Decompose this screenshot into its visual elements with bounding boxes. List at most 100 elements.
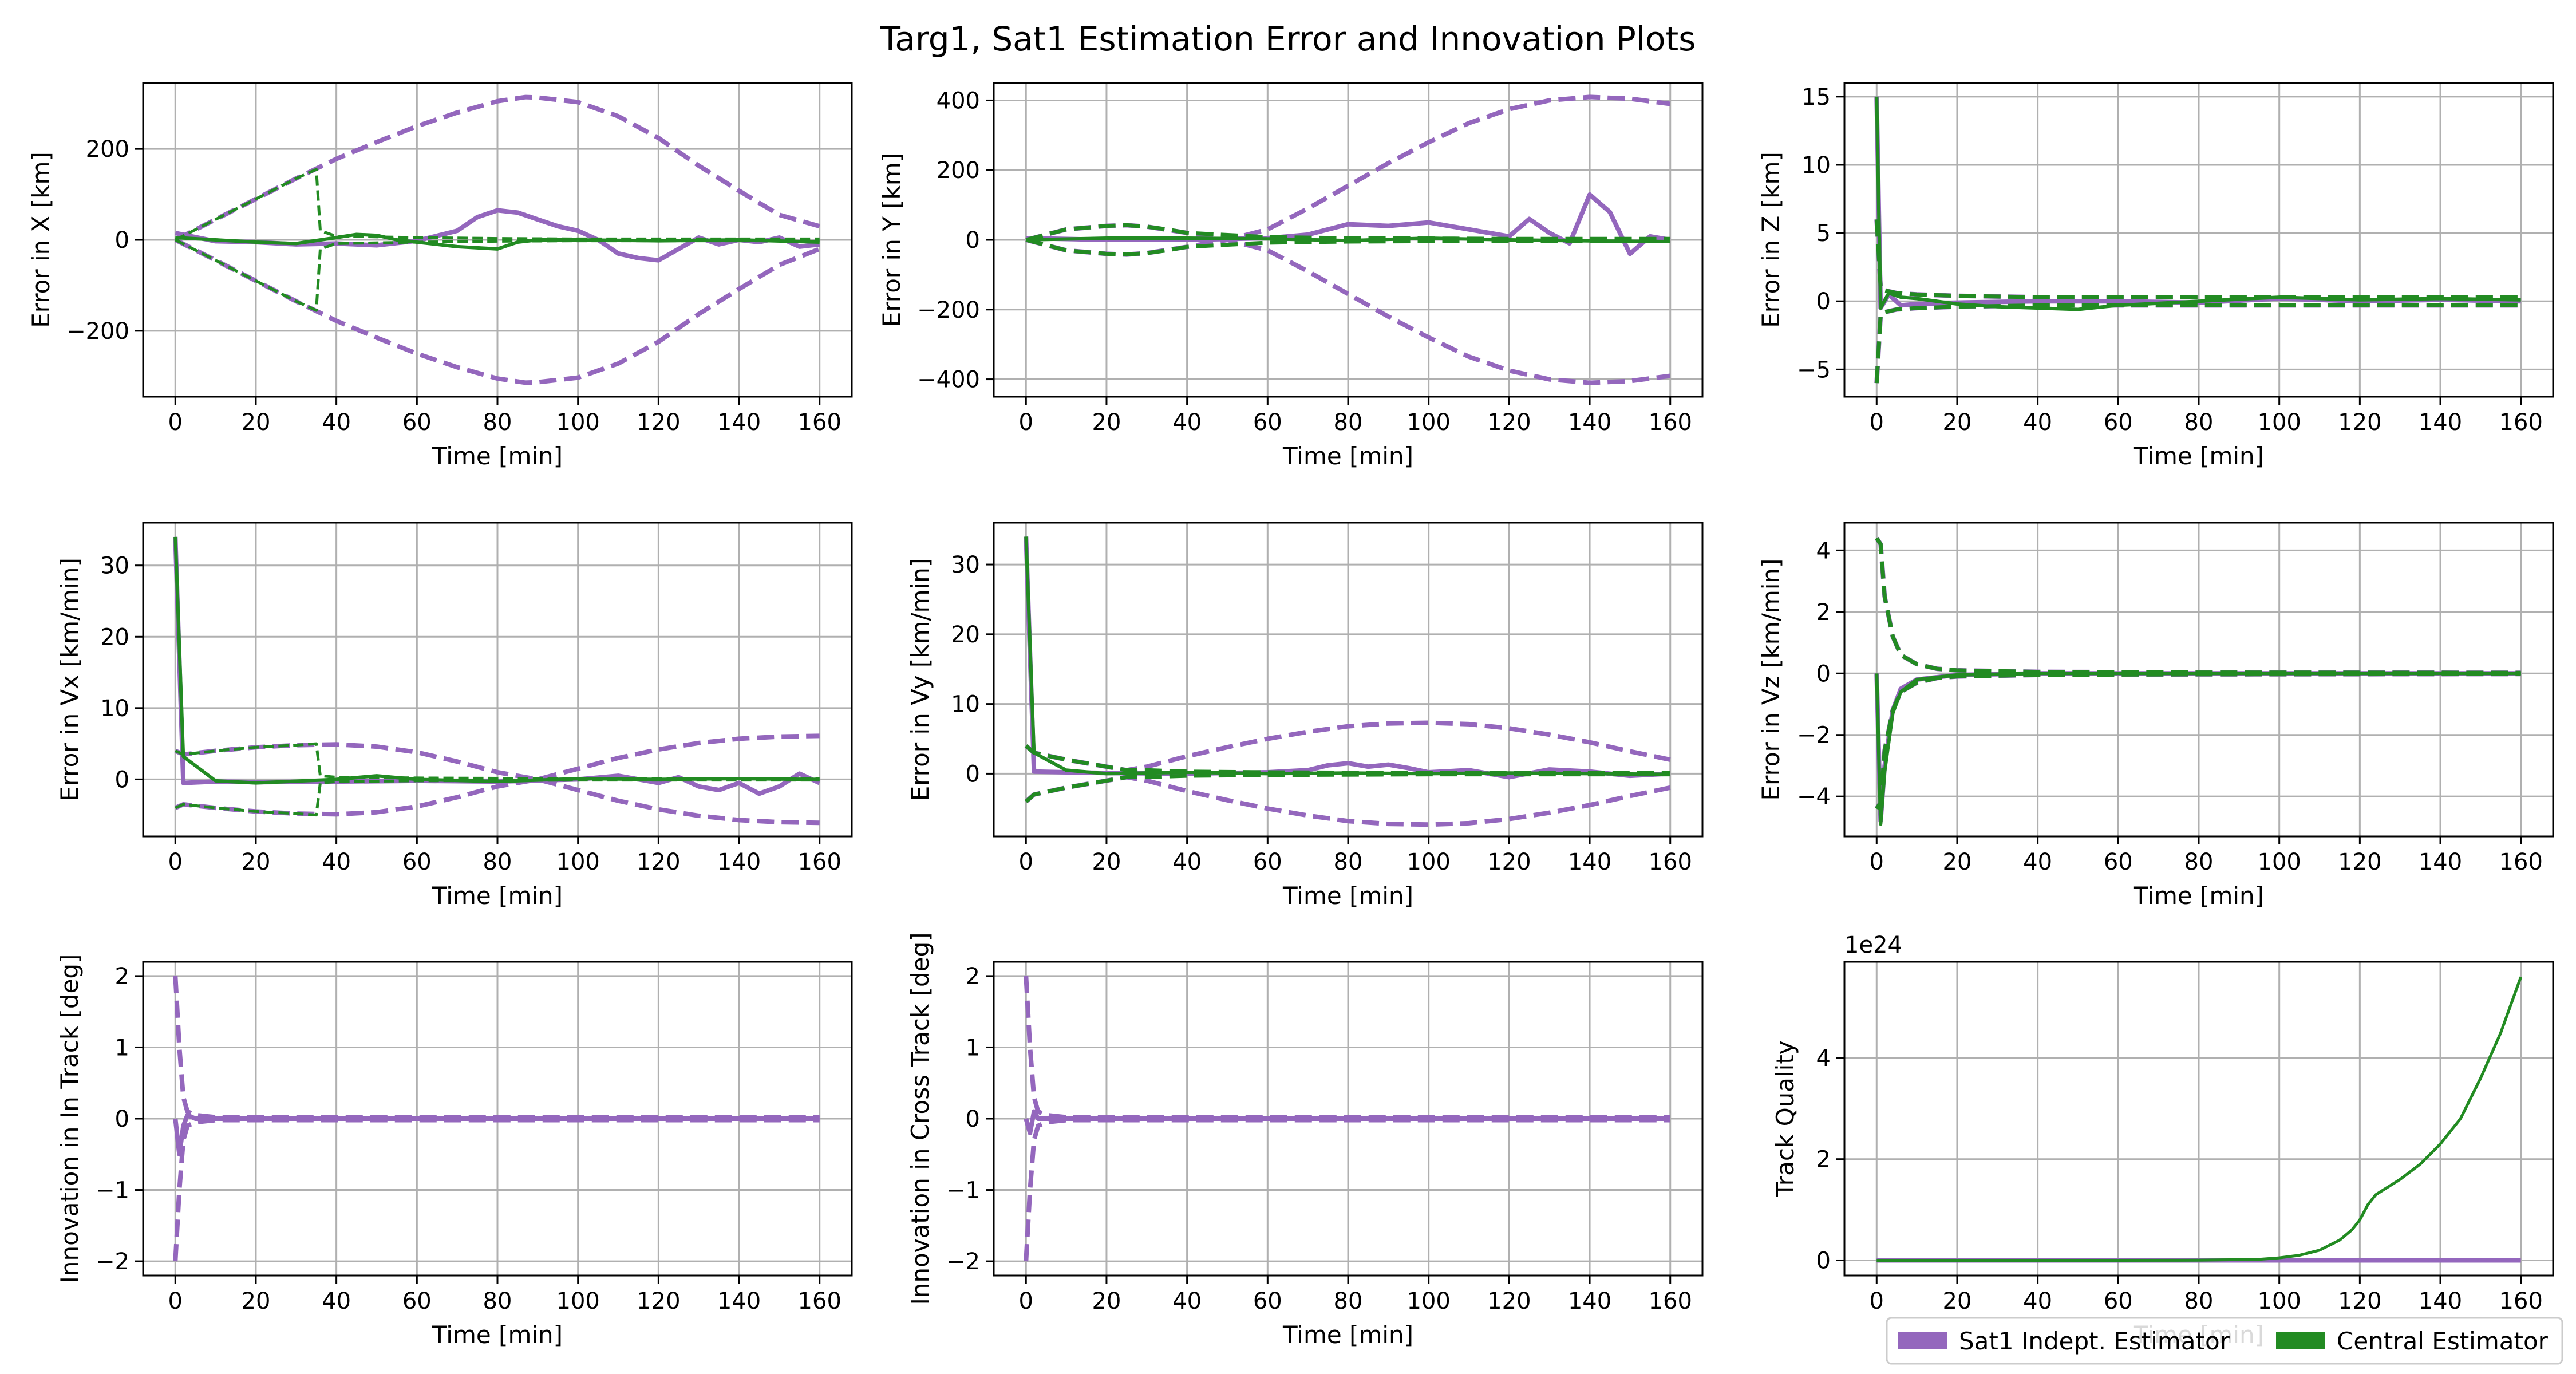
x-tick-label: 160 [2499,1288,2543,1314]
y-tick-label: 0 [966,1106,980,1132]
series-group [1876,976,2523,1263]
y-tick-label: 2 [1816,1147,1831,1173]
x-axis-label: Time [min] [1282,1321,1413,1349]
x-tick-label: 160 [2499,849,2543,875]
series-central-error [1875,96,2521,311]
y-tick-label: 200 [937,157,980,184]
series-central-bound-upper [1875,536,2521,675]
series-group [174,94,821,385]
x-tick-label: 140 [1568,849,1611,875]
subplot-x-error: 0 20 40 60 80 100 120 140 160 −200 0 200 Time [min] E… [27,82,853,470]
x-tick-label: 80 [483,409,512,436]
y-tick-label: 2 [966,964,980,990]
y-tick-label: −4 [1797,784,1831,810]
x-tick-label: 60 [402,849,432,875]
y-tick-label: −5 [1797,357,1831,383]
series-central-error [1026,236,1670,243]
x-tick-label: 20 [1092,1288,1121,1314]
x-tick-label: 60 [2104,849,2133,875]
x-tick-label: 0 [1870,1288,1884,1314]
x-tick-label: 160 [798,1288,841,1314]
y-tick-label: 2 [1816,599,1831,626]
x-axis-label: Time [min] [432,882,563,910]
series-central-bound-lower [1874,303,2521,384]
y-tick-label: 30 [951,552,980,578]
x-tick-label: 160 [798,849,841,875]
y-tick-label: 10 [1801,152,1831,179]
x-tick-label: 0 [168,849,183,875]
subplot-z-error: 0 20 40 60 80 100 120 140 160 −5 0 5 10 15 Time [min] E… [1757,82,2554,470]
x-tick-label: 160 [1649,409,1692,436]
y-tick-label: 10 [951,692,980,718]
series-central-bound-upper [1025,223,1670,242]
x-tick-label: 20 [1092,409,1121,436]
x-tick-label: 120 [1487,1288,1531,1314]
y-axis-label: Error in Vy [km/min] [906,558,934,802]
x-tick-label: 80 [2184,849,2214,875]
x-tick-label: 40 [1172,849,1202,875]
x-tick-label: 100 [556,849,600,875]
x-tick-label: 160 [798,409,841,436]
x-tick-label: 40 [322,849,351,875]
x-tick-label: 20 [242,1288,271,1314]
y-axis-label: Track Quality [1771,1040,1799,1197]
y-tick-label: 1 [966,1035,980,1061]
x-tick-label: 80 [483,1288,512,1314]
subplot-vz-error: 0 20 40 60 80 100 120 140 160 −4 −2 0 2 4 Time [min] Er… [1757,522,2554,910]
y-tick-label: −2 [96,1249,129,1275]
series-group [1874,96,2521,384]
x-tick-label: 80 [2184,409,2214,436]
x-axis-label: Time [min] [1282,442,1413,470]
y-tick-label: 10 [100,696,129,722]
y-tick-label: 1 [115,1035,129,1061]
legend: Sat1 Indept. Estimator Central Estimator [1886,1317,2563,1365]
x-tick-label: 160 [1649,849,1692,875]
y-offset-text: 1e24 [1844,932,1902,958]
series-indept-innovation [173,1112,820,1157]
x-tick-label: 80 [1334,1288,1363,1314]
x-tick-label: 100 [2258,409,2301,436]
x-tick-label: 40 [322,1288,351,1314]
y-tick-label: 2 [115,964,129,990]
x-tick-label: 20 [1943,849,1972,875]
series-group [173,976,820,1262]
x-tick-label: 0 [1019,409,1033,436]
y-tick-label: −400 [917,367,980,393]
x-tick-label: 40 [1172,1288,1202,1314]
x-axis-label: Time [min] [2133,442,2264,470]
figure-title: Targ1, Sat1 Estimation Error and Innovat… [880,19,1696,58]
x-axis-label: Time [min] [2133,882,2264,910]
x-tick-label: 60 [2104,1288,2133,1314]
x-tick-label: 120 [1487,409,1531,436]
series-indept-bound-lower [173,1118,820,1262]
x-tick-label: 0 [1870,409,1884,436]
subplot-y-error: 0 20 40 60 80 100 120 140 160 −400 −200 0 200 400 Time… [878,82,1704,470]
x-tick-label: 60 [1253,1288,1282,1314]
x-tick-label: 40 [2023,409,2052,436]
subplot-vx-error: 0 20 40 60 80 100 120 140 160 0 10 20 30 Time [min] Er… [56,522,853,910]
series-indept-bound-upper [173,976,820,1120]
x-tick-label: 80 [483,849,512,875]
y-tick-label: 200 [86,136,129,163]
y-tick-label: 30 [100,553,129,579]
x-tick-label: 120 [637,1288,680,1314]
x-tick-label: 60 [1253,849,1282,875]
y-tick-label: 0 [966,761,980,787]
series-indept-innovation [1024,1109,1670,1135]
x-axis-label: Time [min] [432,1321,563,1349]
x-tick-label: 20 [1943,1288,1972,1314]
x-tick-label: 140 [2419,1288,2462,1314]
x-tick-label: 140 [2419,849,2462,875]
y-tick-label: −2 [1797,722,1831,749]
x-tick-label: 80 [2184,1288,2214,1314]
legend-label: Central Estimator [2337,1327,2549,1355]
x-tick-label: 140 [717,409,761,436]
x-tick-label: 160 [2499,409,2543,436]
y-tick-label: 0 [1816,289,1831,315]
x-tick-label: 40 [322,409,351,436]
x-tick-label: 100 [2258,1288,2301,1314]
x-tick-label: 120 [2338,849,2381,875]
x-tick-label: 100 [556,409,600,436]
